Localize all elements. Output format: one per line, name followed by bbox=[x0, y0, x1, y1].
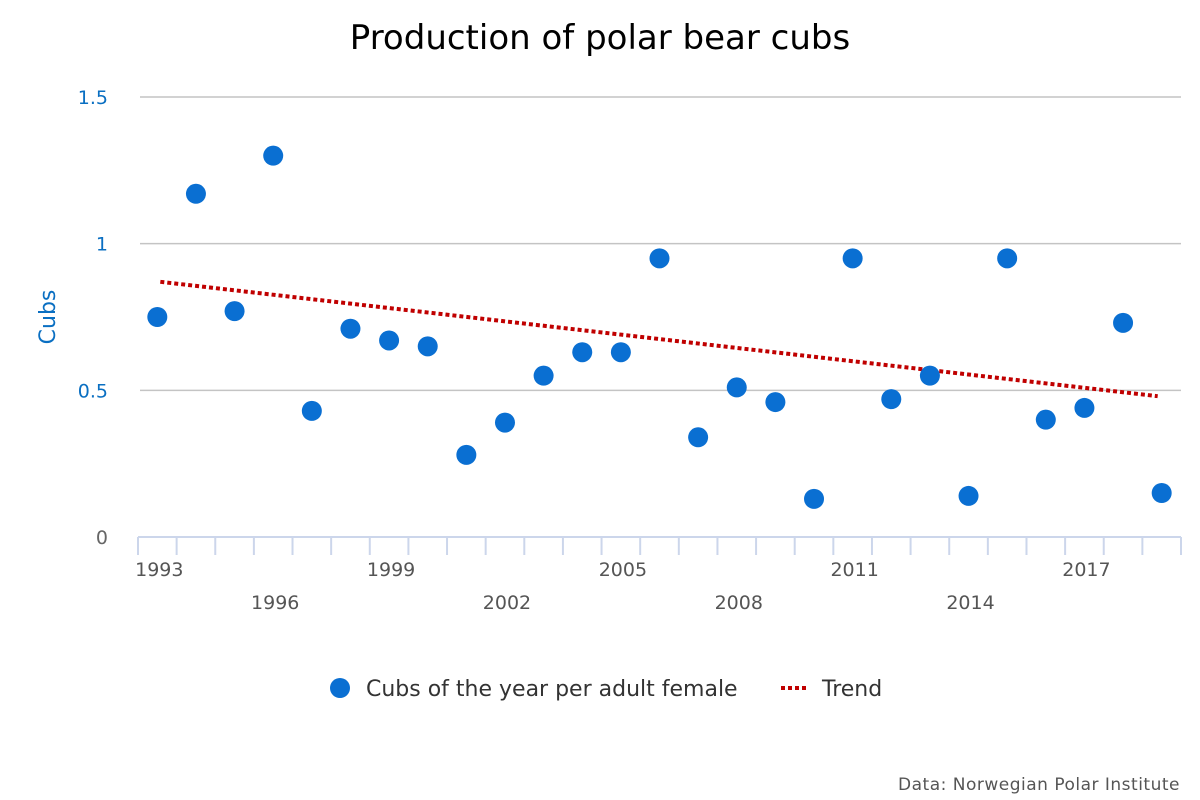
x-tick-label: 1993 bbox=[135, 559, 183, 581]
y-tick-label: 1.5 bbox=[78, 87, 108, 109]
legend-label-trend: Trend bbox=[821, 677, 882, 702]
x-tick-label: 1999 bbox=[367, 559, 415, 581]
gridlines bbox=[140, 96, 1181, 392]
trend-series bbox=[160, 279, 1158, 399]
x-tick-label: 2014 bbox=[946, 592, 994, 614]
x-tick-label: 2002 bbox=[483, 592, 531, 614]
x-axis-tick-labels: 1993 1996 1999 2002 2005 2008 2011 2014 2017 bbox=[135, 559, 1110, 614]
x-axis bbox=[137, 536, 1182, 555]
y-tick-label: 1 bbox=[96, 234, 108, 256]
data-point-1994[interactable] bbox=[185, 183, 206, 204]
legend-label-cubs: Cubs of the year per adult female bbox=[366, 677, 738, 702]
x-tick-label: 1996 bbox=[251, 592, 299, 614]
data-point-1996[interactable] bbox=[263, 145, 284, 166]
y-tick-label: 0 bbox=[96, 527, 108, 549]
data-point-2010[interactable] bbox=[804, 488, 825, 509]
data-point-2017[interactable] bbox=[1074, 397, 1095, 418]
source-credit: Data: Norwegian Polar Institute bbox=[898, 775, 1180, 795]
legend-marker-cubs bbox=[330, 678, 350, 698]
chart-title: Production of polar bear cubs bbox=[350, 18, 850, 58]
legend: Cubs of the year per adult female Trend bbox=[330, 677, 882, 702]
data-point-2004[interactable] bbox=[572, 342, 593, 363]
data-point-2001[interactable] bbox=[456, 444, 477, 465]
trend-line bbox=[160, 279, 1158, 399]
data-point-2013[interactable] bbox=[919, 365, 940, 386]
data-point-2000[interactable] bbox=[417, 336, 438, 357]
data-point-2007[interactable] bbox=[688, 427, 709, 448]
data-point-1995[interactable] bbox=[224, 301, 245, 322]
data-point-2003[interactable] bbox=[533, 365, 554, 386]
data-point-2016[interactable] bbox=[1035, 409, 1056, 430]
data-point-2009[interactable] bbox=[765, 392, 786, 413]
data-point-2018[interactable] bbox=[1113, 312, 1134, 333]
x-tick-label: 2005 bbox=[599, 559, 647, 581]
scatter-series bbox=[147, 145, 1172, 509]
data-point-2006[interactable] bbox=[649, 248, 670, 269]
data-point-2002[interactable] bbox=[494, 412, 515, 433]
y-axis-label: Cubs bbox=[36, 290, 61, 345]
data-point-2019[interactable] bbox=[1151, 483, 1172, 503]
y-tick-label: 0.5 bbox=[78, 380, 108, 402]
data-point-1993[interactable] bbox=[147, 307, 168, 327]
legend-item-cubs[interactable]: Cubs of the year per adult female bbox=[330, 677, 738, 702]
data-point-1997[interactable] bbox=[301, 400, 322, 421]
x-tick-label: 2017 bbox=[1062, 559, 1110, 581]
data-point-2015[interactable] bbox=[997, 248, 1018, 269]
data-point-2014[interactable] bbox=[958, 485, 979, 506]
y-axis-ticks: 0 0.5 1 1.5 bbox=[78, 87, 108, 549]
legend-item-trend[interactable]: Trend bbox=[781, 677, 882, 702]
data-point-1998[interactable] bbox=[340, 318, 361, 339]
x-tick-label: 2008 bbox=[715, 592, 763, 614]
data-point-2012[interactable] bbox=[881, 389, 902, 410]
data-point-2005[interactable] bbox=[610, 342, 631, 363]
data-point-2011[interactable] bbox=[842, 248, 863, 269]
data-point-1999[interactable] bbox=[379, 330, 400, 351]
data-point-2008[interactable] bbox=[726, 377, 747, 398]
x-tick-label: 2011 bbox=[830, 559, 878, 581]
